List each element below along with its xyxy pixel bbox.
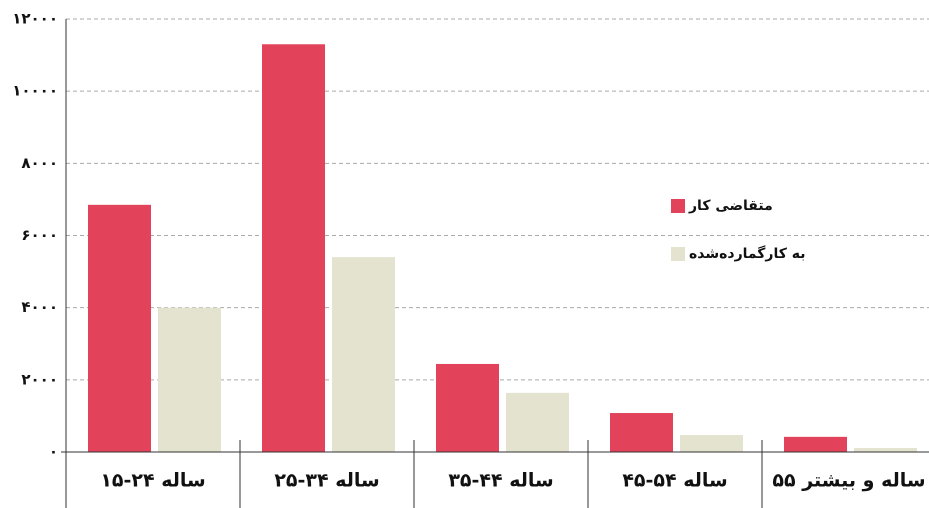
bar <box>262 44 325 453</box>
y-tick-label: ۸۰۰۰ <box>21 154 58 172</box>
legend-swatch <box>671 199 685 213</box>
x-tick-label: ۱۵-۲۴ ساله <box>100 470 205 492</box>
bar <box>436 363 499 452</box>
legend-label: به کارگمارده‌شده <box>689 245 806 262</box>
x-tick-label: ۵۵ ساله و بیشتر <box>772 470 925 492</box>
bar <box>784 436 847 452</box>
x-tick-label: ۳۵-۴۴ ساله <box>448 470 553 492</box>
bar <box>610 413 673 452</box>
legend-swatch <box>671 247 685 261</box>
bar <box>854 448 917 452</box>
y-tick-label: ۱۰۰۰۰ <box>12 82 58 100</box>
bar <box>332 257 395 452</box>
x-tick-label: ۴۵-۵۴ ساله <box>622 470 727 492</box>
y-tick-label: ۱۲۰۰۰ <box>12 10 58 28</box>
bar <box>88 204 151 452</box>
bar <box>158 307 221 452</box>
y-tick-label: ۴۰۰۰ <box>21 298 58 316</box>
legend-label: متقاضی کار <box>688 198 773 214</box>
bar <box>680 435 743 452</box>
y-tick-label: ۲۰۰۰ <box>21 370 58 388</box>
x-tick-label: ۲۵-۳۴ ساله <box>274 470 379 492</box>
bar <box>506 392 569 452</box>
y-tick-label: ۰ <box>49 443 58 461</box>
y-tick-label: ۶۰۰۰ <box>21 226 58 244</box>
